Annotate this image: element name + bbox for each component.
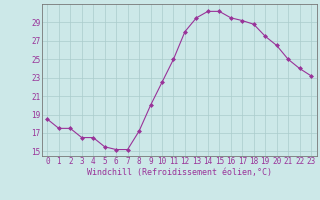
X-axis label: Windchill (Refroidissement éolien,°C): Windchill (Refroidissement éolien,°C) xyxy=(87,168,272,177)
